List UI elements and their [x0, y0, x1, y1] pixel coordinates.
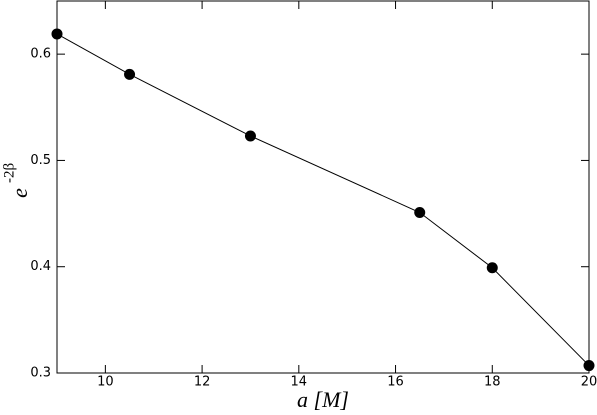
y-tick-label: 0.3	[30, 366, 51, 381]
x-tick-label: 18	[484, 375, 501, 390]
data-point	[124, 68, 136, 80]
data-point	[244, 130, 256, 142]
y-tick-label: 0.4	[30, 259, 51, 274]
x-tick-label: 14	[291, 375, 308, 390]
data-line	[56, 33, 590, 366]
x-tick-label: 10	[97, 375, 114, 390]
x-tick-label: 12	[194, 375, 211, 390]
data-point	[414, 207, 426, 219]
data-point	[486, 262, 498, 274]
x-tick-label: 16	[387, 375, 404, 390]
x-tick-label: 20	[581, 375, 597, 390]
data-point	[583, 360, 595, 372]
y-axis-label-base: e	[7, 188, 32, 198]
y-axis-label-exponent: -2β	[1, 163, 17, 183]
y-axis-label: e -2β	[1, 163, 32, 198]
y-tick-label: 0.6	[30, 47, 51, 62]
plot-frame	[56, 0, 590, 374]
data-point	[51, 28, 63, 40]
x-axis-label: a [M]	[297, 387, 349, 412]
y-tick-label: 0.5	[30, 153, 51, 168]
